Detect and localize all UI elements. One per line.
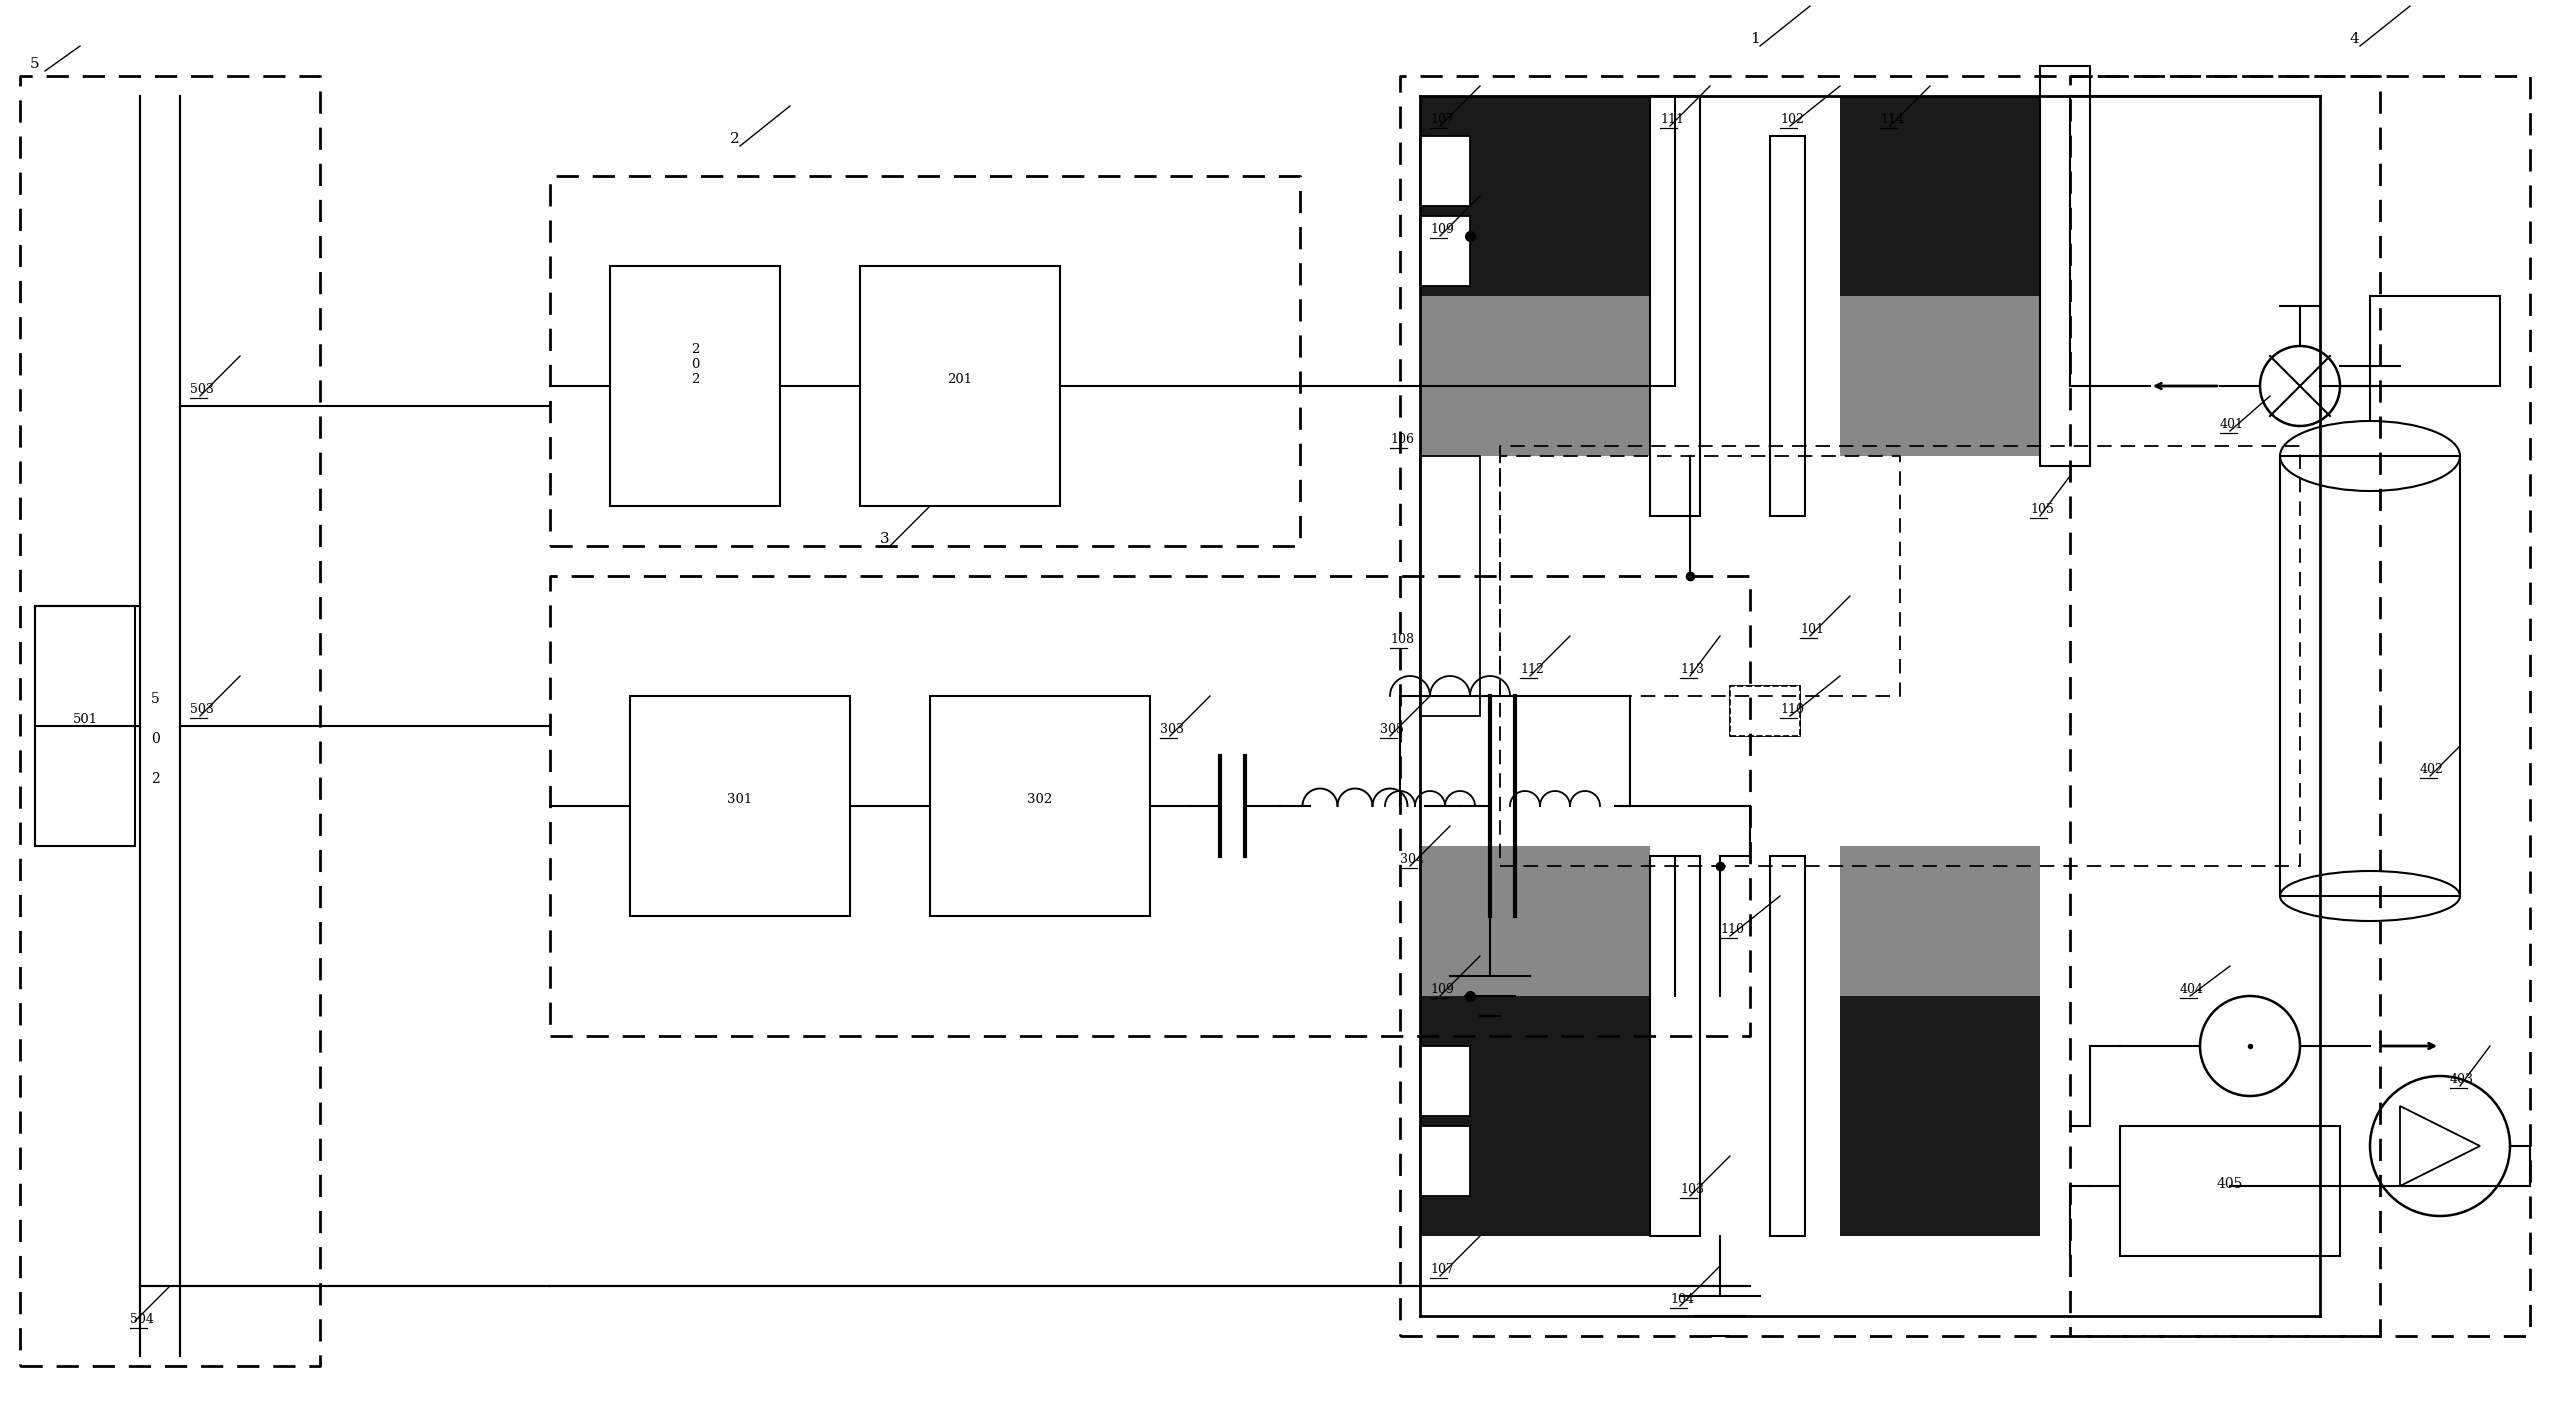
- Text: 2: 2: [729, 132, 740, 146]
- Bar: [1420, 136, 1469, 205]
- Bar: [1770, 857, 1805, 1236]
- Text: 111: 111: [1660, 113, 1683, 126]
- Text: 104: 104: [1670, 1293, 1693, 1306]
- Bar: [1650, 857, 1701, 1236]
- Bar: [1420, 456, 1479, 716]
- Text: 110: 110: [1780, 702, 1803, 716]
- Bar: [1841, 96, 2040, 296]
- Text: 108: 108: [1390, 633, 1415, 646]
- Text: 404: 404: [2180, 983, 2203, 995]
- Text: 105: 105: [2030, 503, 2053, 515]
- Text: 402: 402: [2420, 763, 2443, 776]
- Text: 102: 102: [1780, 113, 1803, 126]
- Bar: [1420, 1126, 1469, 1197]
- Bar: [1770, 136, 1805, 515]
- Text: 503: 503: [191, 382, 214, 396]
- Bar: [1420, 96, 1660, 296]
- Bar: [2040, 67, 2091, 466]
- Text: 112: 112: [1520, 663, 1543, 675]
- Text: 109: 109: [1431, 222, 1454, 236]
- Bar: [1420, 217, 1469, 286]
- Bar: [1420, 845, 2040, 995]
- Text: 504: 504: [130, 1313, 153, 1325]
- Bar: [36, 606, 135, 845]
- Text: 2: 2: [150, 772, 158, 786]
- Bar: [1841, 845, 2040, 995]
- Bar: [2280, 456, 2461, 896]
- Text: 3: 3: [880, 532, 890, 547]
- Text: 301: 301: [727, 793, 752, 806]
- Text: 503: 503: [191, 702, 214, 716]
- Bar: [859, 266, 1061, 506]
- Bar: [2119, 1126, 2341, 1256]
- Text: 201: 201: [949, 372, 972, 387]
- Text: 107: 107: [1431, 1263, 1454, 1276]
- Text: 109: 109: [1431, 983, 1454, 995]
- Text: 403: 403: [2451, 1073, 2473, 1086]
- Text: 114: 114: [1879, 113, 1905, 126]
- Text: 401: 401: [2221, 418, 2244, 430]
- Bar: [1650, 845, 1841, 995]
- Bar: [1841, 296, 2040, 456]
- Bar: [609, 266, 780, 506]
- Text: 4: 4: [2351, 33, 2359, 45]
- Text: 103: 103: [1680, 1182, 1703, 1197]
- Bar: [1420, 1046, 1469, 1116]
- Bar: [931, 697, 1150, 916]
- Text: 107: 107: [1431, 113, 1454, 126]
- Bar: [1420, 995, 1660, 1236]
- Text: 101: 101: [1800, 623, 1823, 636]
- Bar: [1841, 995, 2040, 1236]
- Bar: [1420, 296, 2040, 456]
- Text: 5: 5: [31, 57, 41, 71]
- Text: 106: 106: [1390, 433, 1415, 446]
- Bar: [630, 697, 849, 916]
- Text: 110: 110: [1721, 923, 1744, 936]
- Text: 302: 302: [1028, 793, 1053, 806]
- Text: 405: 405: [2216, 1177, 2244, 1191]
- Bar: [1729, 685, 1800, 736]
- Text: 5: 5: [150, 692, 158, 707]
- Text: 2
0
2: 2 0 2: [691, 343, 699, 387]
- Text: 1: 1: [1749, 33, 1760, 45]
- Text: 501: 501: [71, 714, 97, 726]
- Text: 303: 303: [1160, 724, 1183, 736]
- Text: 305: 305: [1380, 724, 1405, 736]
- Text: 113: 113: [1680, 663, 1703, 675]
- Text: 304: 304: [1400, 852, 1423, 867]
- Bar: [1729, 685, 1800, 736]
- Text: 0: 0: [150, 732, 158, 746]
- Bar: [1650, 96, 1701, 515]
- Bar: [1650, 296, 1841, 456]
